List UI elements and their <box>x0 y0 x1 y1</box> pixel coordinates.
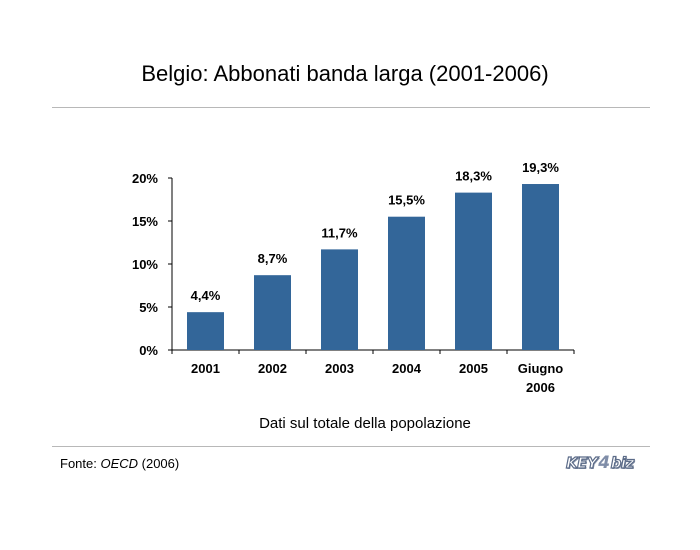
x-tick-label: Giugno <box>518 361 564 376</box>
data-label: 11,7% <box>321 225 358 240</box>
bar <box>187 312 224 350</box>
source-note: Fonte: OECD (2006) <box>60 456 179 472</box>
x-axis-caption: Dati sul totale della popolazione <box>259 415 471 432</box>
bar <box>388 216 425 350</box>
key4biz-logo: KEY4biz <box>565 452 646 474</box>
y-tick-label: 5% <box>139 300 158 315</box>
bar <box>522 184 559 350</box>
bar <box>455 192 492 350</box>
data-label: 18,3% <box>455 169 492 184</box>
data-label: 15,5% <box>388 193 425 208</box>
x-tick-label: 2001 <box>191 361 220 376</box>
x-tick-label: 2004 <box>392 361 422 376</box>
x-tick-label: 2002 <box>258 361 287 376</box>
bar <box>254 275 291 350</box>
logo-biz-text: biz <box>610 453 635 472</box>
source-name: OECD <box>100 456 139 471</box>
x-tick-label: 2006 <box>526 380 555 395</box>
bottom-divider <box>52 446 650 447</box>
data-label: 19,3% <box>522 160 559 175</box>
logo-four-text: 4 <box>598 453 610 473</box>
chart-title: Belgio: Abbonati banda larga (2001-2006) <box>141 61 549 86</box>
logo-key-text: KEY <box>565 453 598 472</box>
source-suffix: (2006) <box>138 456 180 471</box>
source-prefix: Fonte: <box>60 456 101 471</box>
top-divider <box>52 107 650 108</box>
x-tick-label: 2005 <box>459 361 488 376</box>
y-tick-label: 20% <box>132 171 158 186</box>
x-tick-label: 2003 <box>325 361 354 376</box>
data-label: 8,7% <box>258 251 288 266</box>
bar <box>321 249 358 350</box>
y-tick-label: 0% <box>139 343 158 358</box>
data-label: 4,4% <box>191 288 221 303</box>
y-tick-label: 10% <box>132 257 158 272</box>
y-tick-label: 15% <box>132 214 158 229</box>
